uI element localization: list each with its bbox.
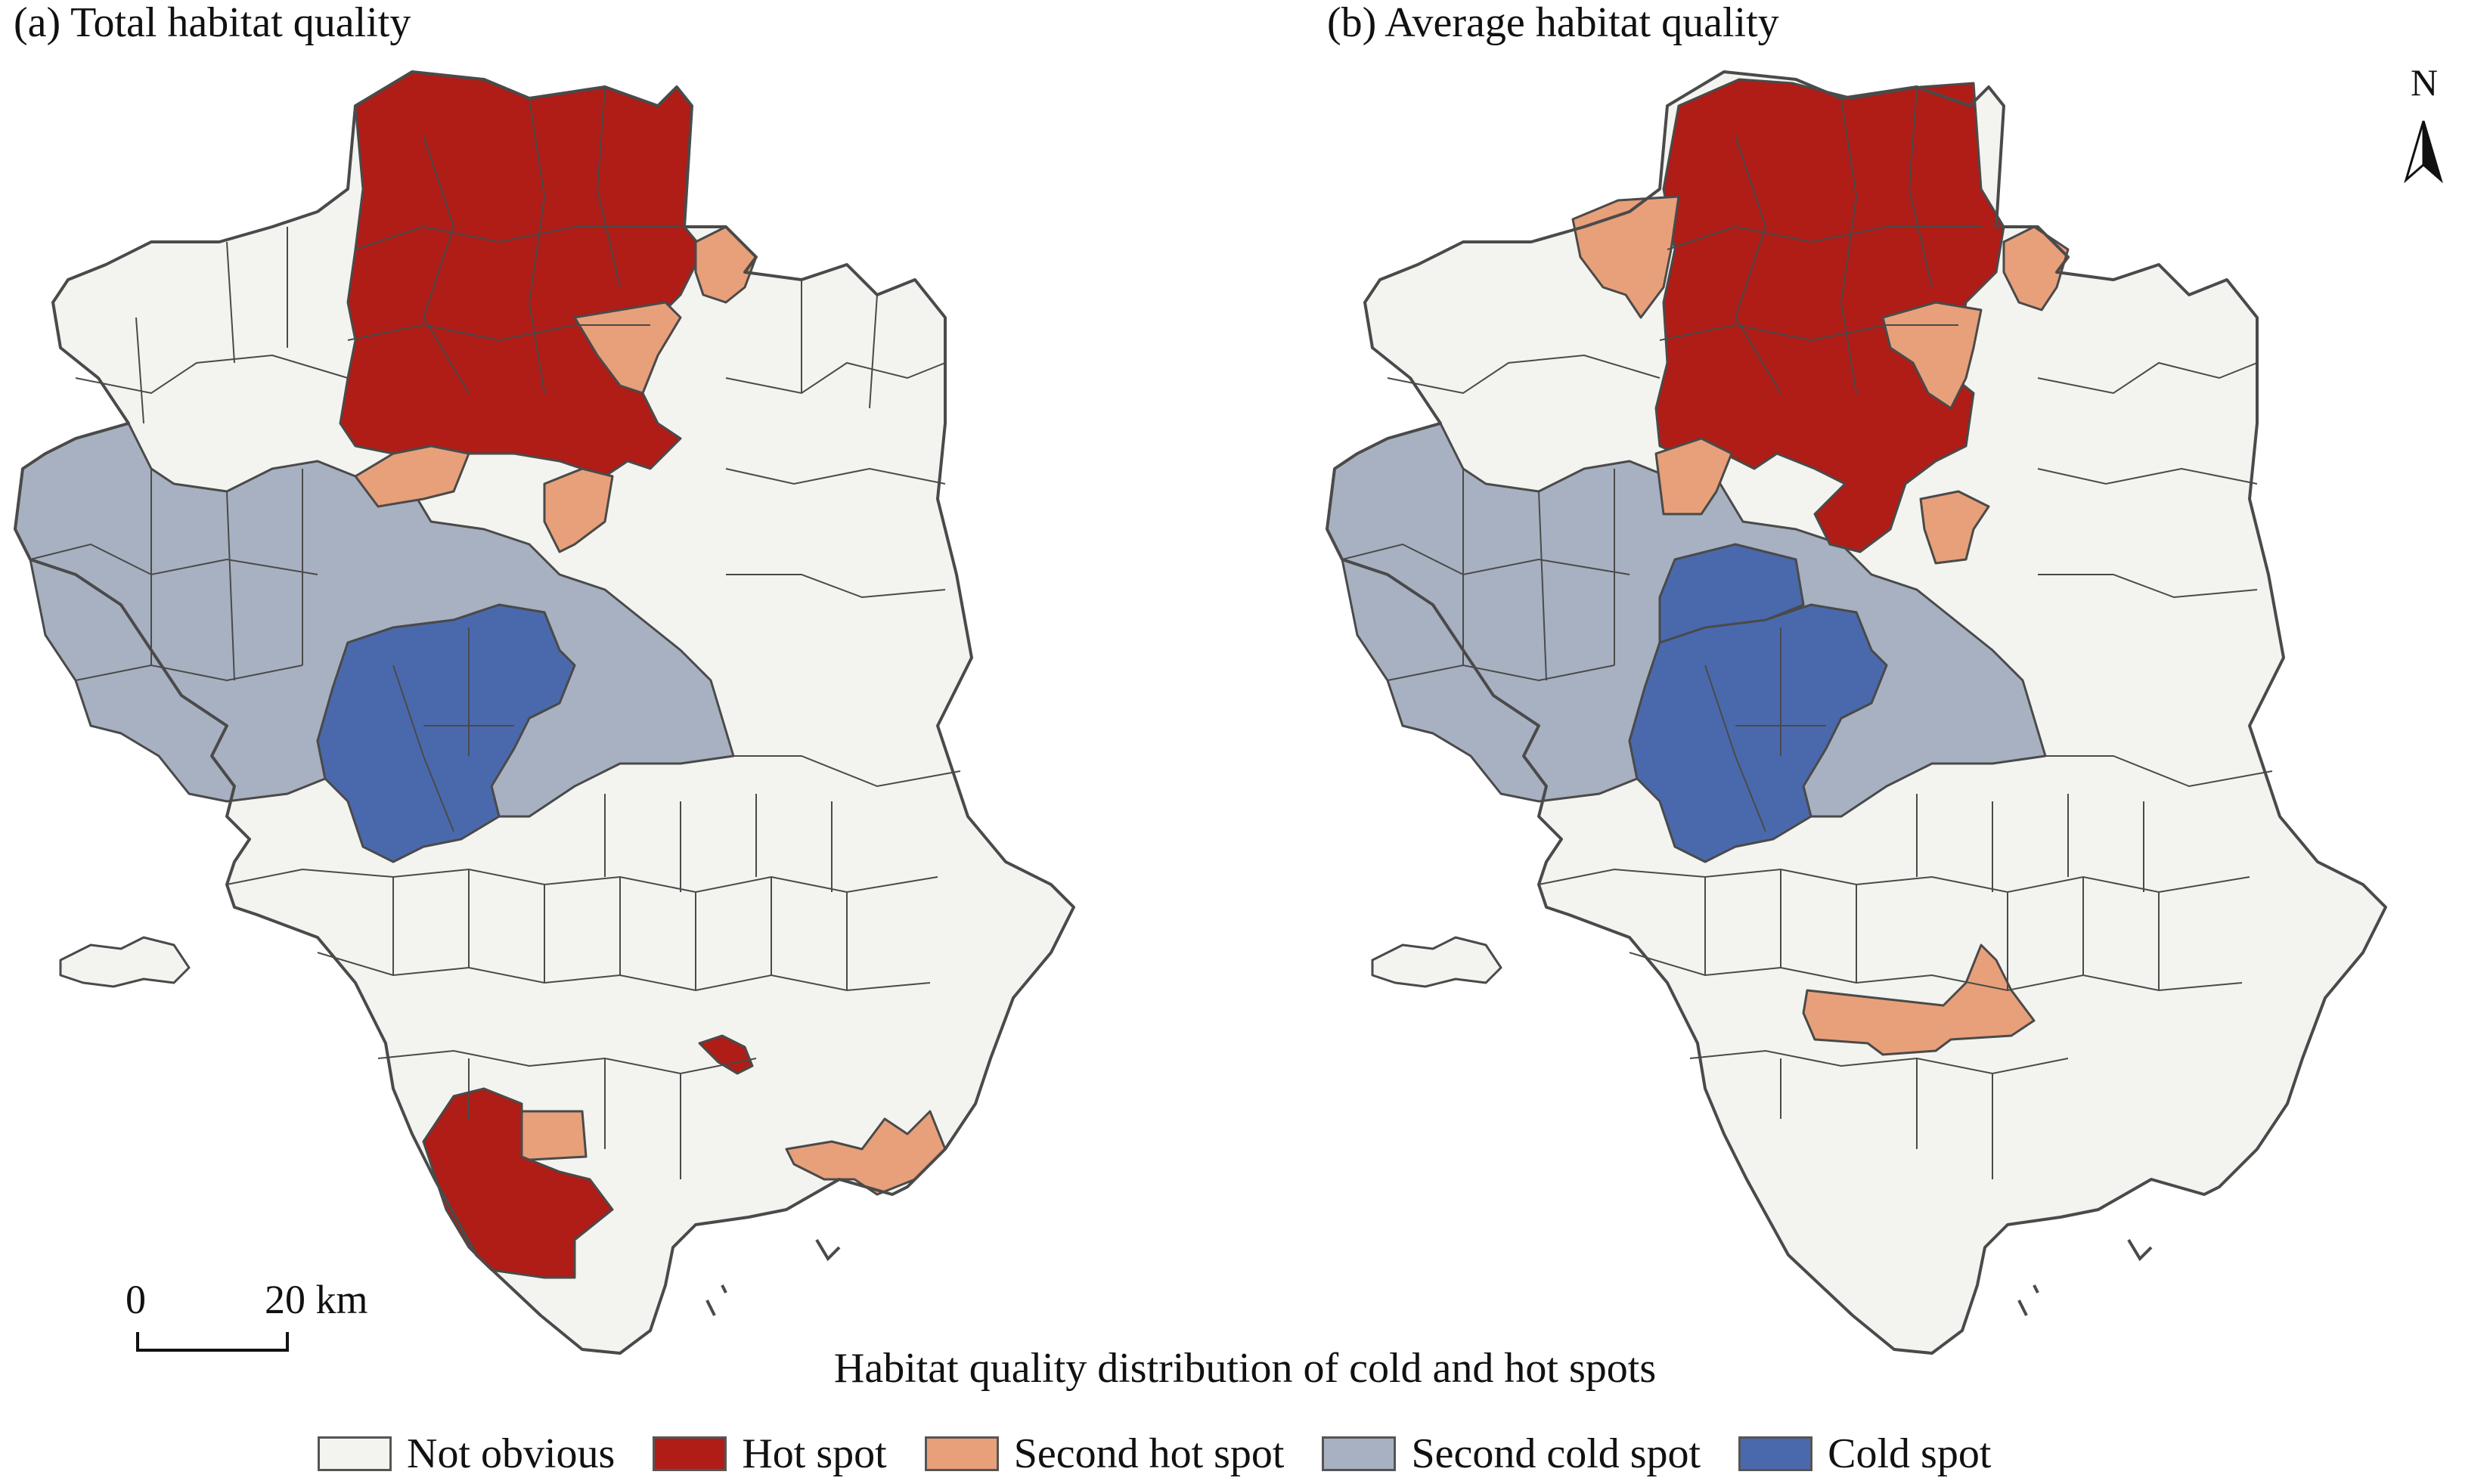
district-boundaries: [29, 86, 961, 1179]
scale-bar: [136, 1332, 289, 1352]
islet-west-b: [1371, 936, 1502, 988]
hot-spot-region-north: [1654, 78, 2005, 553]
second-hot-spot-region: [513, 1110, 588, 1162]
legend-item-second-hot-spot: Second hot spot: [924, 1430, 1285, 1477]
second-hot-spot-region: [1881, 301, 1983, 410]
legend-label: Not obvious: [407, 1430, 616, 1477]
map-panel-b-outline: [1326, 70, 2387, 1355]
coastal-islets-a: [705, 1238, 841, 1316]
legend-swatch: [653, 1436, 727, 1471]
legend-item-second-cold-spot: Second cold spot: [1322, 1431, 1701, 1476]
legend-swatch: [318, 1436, 392, 1471]
legend-label: Hot spot: [742, 1430, 887, 1477]
district-boundaries: [1341, 86, 2273, 1179]
cold-spot-region: [1658, 543, 1805, 644]
second-hot-spot-region: [1919, 490, 1990, 565]
second-hot-spot-region: [1654, 437, 1733, 516]
legend-swatch: [1738, 1436, 1813, 1471]
islet-west-a: [59, 936, 191, 988]
map-panel-b-overlays: [1341, 78, 2273, 1179]
coastal-islets-b: [2017, 1238, 2153, 1316]
hot-spot-region-north: [339, 70, 705, 478]
map-panel-b: [1326, 70, 2387, 1355]
scale-bar-start-label: 0: [126, 1277, 146, 1322]
panel-title-b: (b) Average habitat quality: [1327, 0, 1779, 46]
legend: Not obvious Hot spot Second hot spot Sec…: [318, 1431, 2029, 1476]
hot-spot-region-small: [698, 1034, 754, 1075]
legend-item-not-obvious: Not obvious: [318, 1431, 615, 1476]
second-hot-spot-region: [1802, 943, 2036, 1056]
second-hot-spot-region: [543, 467, 614, 553]
legend-label: Second hot spot: [1013, 1430, 1285, 1477]
north-label: N: [2411, 61, 2439, 104]
legend-item-cold-spot: Cold spot: [1738, 1431, 1991, 1476]
map-panel-a: [14, 70, 1075, 1355]
legend-swatch: [1322, 1436, 1397, 1471]
legend-swatch: [924, 1436, 999, 1471]
legend-title: Habitat quality distribution of cold and…: [833, 1345, 1657, 1392]
panel-title-a: (a) Total habitat quality: [14, 0, 411, 46]
legend-label: Second cold spot: [1411, 1430, 1701, 1477]
scale-bar-end-label: 20 km: [265, 1277, 368, 1322]
north-arrow-icon: [2404, 120, 2443, 184]
legend-item-hot-spot: Hot spot: [653, 1430, 887, 1477]
legend-label: Cold spot: [1828, 1430, 1992, 1477]
second-hot-spot-region: [354, 445, 470, 508]
